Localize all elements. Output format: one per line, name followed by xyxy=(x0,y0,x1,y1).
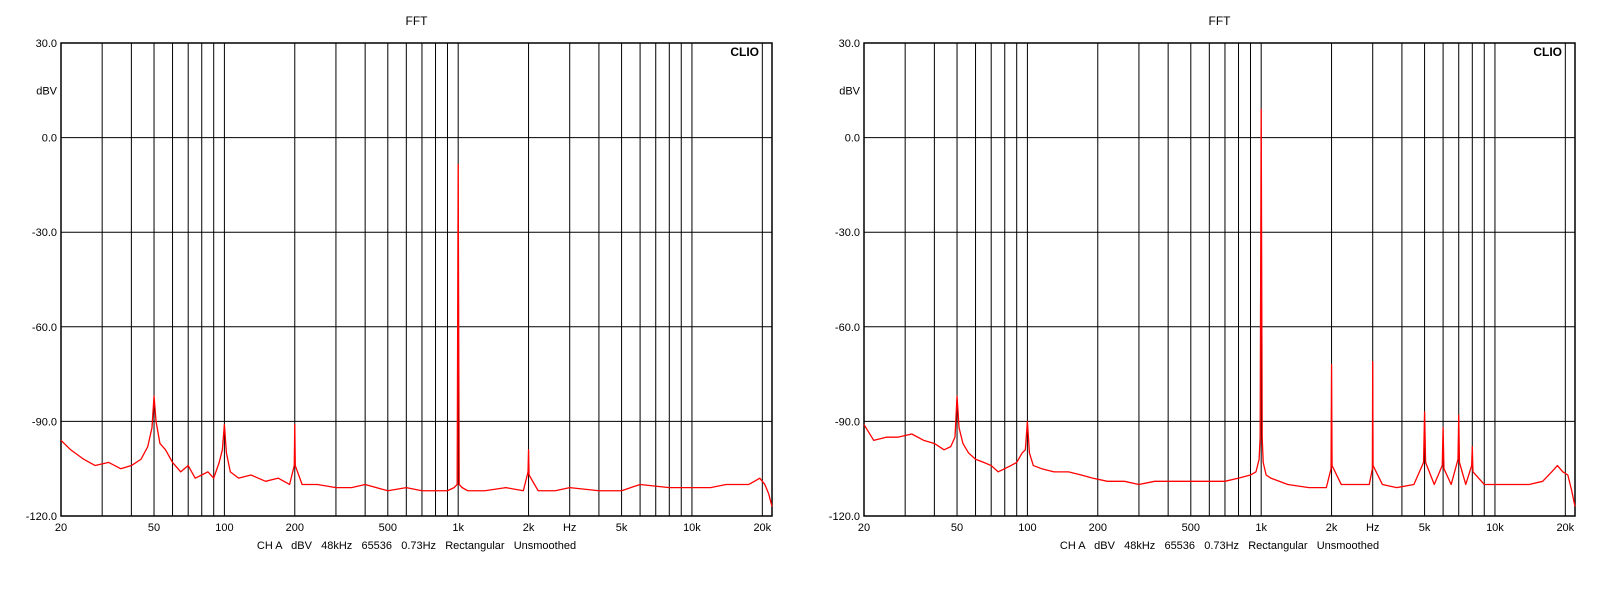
y-tick-label: -120.0 xyxy=(26,511,57,523)
chart-title: FFT xyxy=(1209,14,1232,28)
x-tick-label: 50 xyxy=(951,522,963,534)
y-tick-label: 0.0 xyxy=(42,133,57,145)
y-tick-label: -120.0 xyxy=(829,511,860,523)
x-tick-label: 500 xyxy=(1182,522,1200,534)
y-tick-label: 30.0 xyxy=(839,38,860,50)
x-tick-label: 20 xyxy=(858,522,870,534)
clio-logo: CLIO xyxy=(730,45,759,59)
x-tick-label: 5k xyxy=(616,522,628,534)
x-tick-label: 1k xyxy=(452,522,464,534)
x-tick-label: 20k xyxy=(753,522,771,534)
x-tick-label: 20k xyxy=(1556,522,1574,534)
x-tick-label: 1k xyxy=(1255,522,1267,534)
x-axis-label: Hz xyxy=(1366,522,1379,534)
y-tick-label: -30.0 xyxy=(835,227,860,239)
spectrum-series-line xyxy=(60,163,773,507)
y-axis-label: dBV xyxy=(36,85,57,97)
y-tick-label: -30.0 xyxy=(32,227,57,239)
x-tick-label: 100 xyxy=(215,522,233,534)
spectrum-series-line xyxy=(863,108,1576,507)
x-tick-label: 500 xyxy=(379,522,397,534)
chart-title: FFT xyxy=(406,14,429,28)
y-tick-label: 30.0 xyxy=(36,38,57,50)
x-tick-label: 50 xyxy=(148,522,160,534)
plot-area xyxy=(61,43,772,516)
x-tick-label: 20 xyxy=(55,522,67,534)
y-tick-label: -60.0 xyxy=(835,322,860,334)
x-tick-label: 200 xyxy=(286,522,304,534)
measurement-settings: CH A dBV 48kHz 65536 0.73Hz Rectangular … xyxy=(257,540,576,552)
fft-chart-1: FFT CLIO 30.0 0.0 -30.0 -60.0 -90.0 -120.0 dBV 20… xyxy=(26,14,773,552)
y-tick-label: -90.0 xyxy=(32,416,57,428)
x-tick-label: 10k xyxy=(683,522,701,534)
x-axis-label: Hz xyxy=(563,522,576,534)
x-tick-label: 200 xyxy=(1089,522,1107,534)
x-tick-label: 2k xyxy=(1326,522,1338,534)
x-tick-label: 2k xyxy=(523,522,535,534)
plot-frame xyxy=(863,42,1576,517)
fft-chart-2: FFT CLIO 30.0 0.0 -30.0 -60.0 -90.0 -120.0 dBV 20… xyxy=(829,14,1576,552)
x-tick-label: 5k xyxy=(1419,522,1431,534)
clio-logo: CLIO xyxy=(1533,45,1562,59)
x-tick-label: 100 xyxy=(1018,522,1036,534)
y-axis-label: dBV xyxy=(839,85,860,97)
y-tick-label: -60.0 xyxy=(32,322,57,334)
plot-frame xyxy=(60,42,773,517)
y-tick-label: -90.0 xyxy=(835,416,860,428)
plot-area xyxy=(864,43,1575,516)
measurement-settings: CH A dBV 48kHz 65536 0.73Hz Rectangular … xyxy=(1060,540,1379,552)
x-tick-label: 10k xyxy=(1486,522,1504,534)
y-tick-label: 0.0 xyxy=(845,133,860,145)
